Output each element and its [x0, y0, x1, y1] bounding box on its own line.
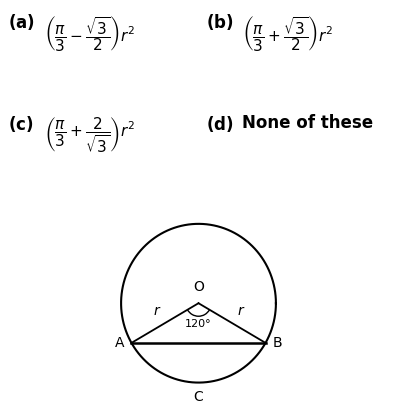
Text: $\left(\dfrac{\pi}{3} + \dfrac{\sqrt{3}}{2}\right) r^2$: $\left(\dfrac{\pi}{3} + \dfrac{\sqrt{3}}… [242, 14, 334, 53]
Text: $\left(\dfrac{\pi}{3} + \dfrac{2}{\sqrt{3}}\right) r^2$: $\left(\dfrac{\pi}{3} + \dfrac{2}{\sqrt{… [44, 116, 135, 155]
Text: B: B [273, 336, 282, 350]
Text: $\left(\dfrac{\pi}{3} - \dfrac{\sqrt{3}}{2}\right) r^2$: $\left(\dfrac{\pi}{3} - \dfrac{\sqrt{3}}… [44, 14, 135, 53]
Text: $\mathbf{(b)}$: $\mathbf{(b)}$ [206, 12, 234, 32]
Text: O: O [193, 280, 204, 294]
Text: None of these: None of these [242, 114, 373, 132]
Text: $\mathbf{(d)}$: $\mathbf{(d)}$ [206, 114, 234, 134]
Text: r: r [153, 304, 159, 318]
Text: 120°: 120° [185, 319, 212, 330]
Text: $\mathbf{(c)}$: $\mathbf{(c)}$ [8, 114, 33, 134]
Text: A: A [115, 336, 124, 350]
Text: r: r [238, 304, 244, 318]
Text: $\mathbf{(a)}$: $\mathbf{(a)}$ [8, 12, 35, 32]
Text: C: C [194, 390, 203, 404]
